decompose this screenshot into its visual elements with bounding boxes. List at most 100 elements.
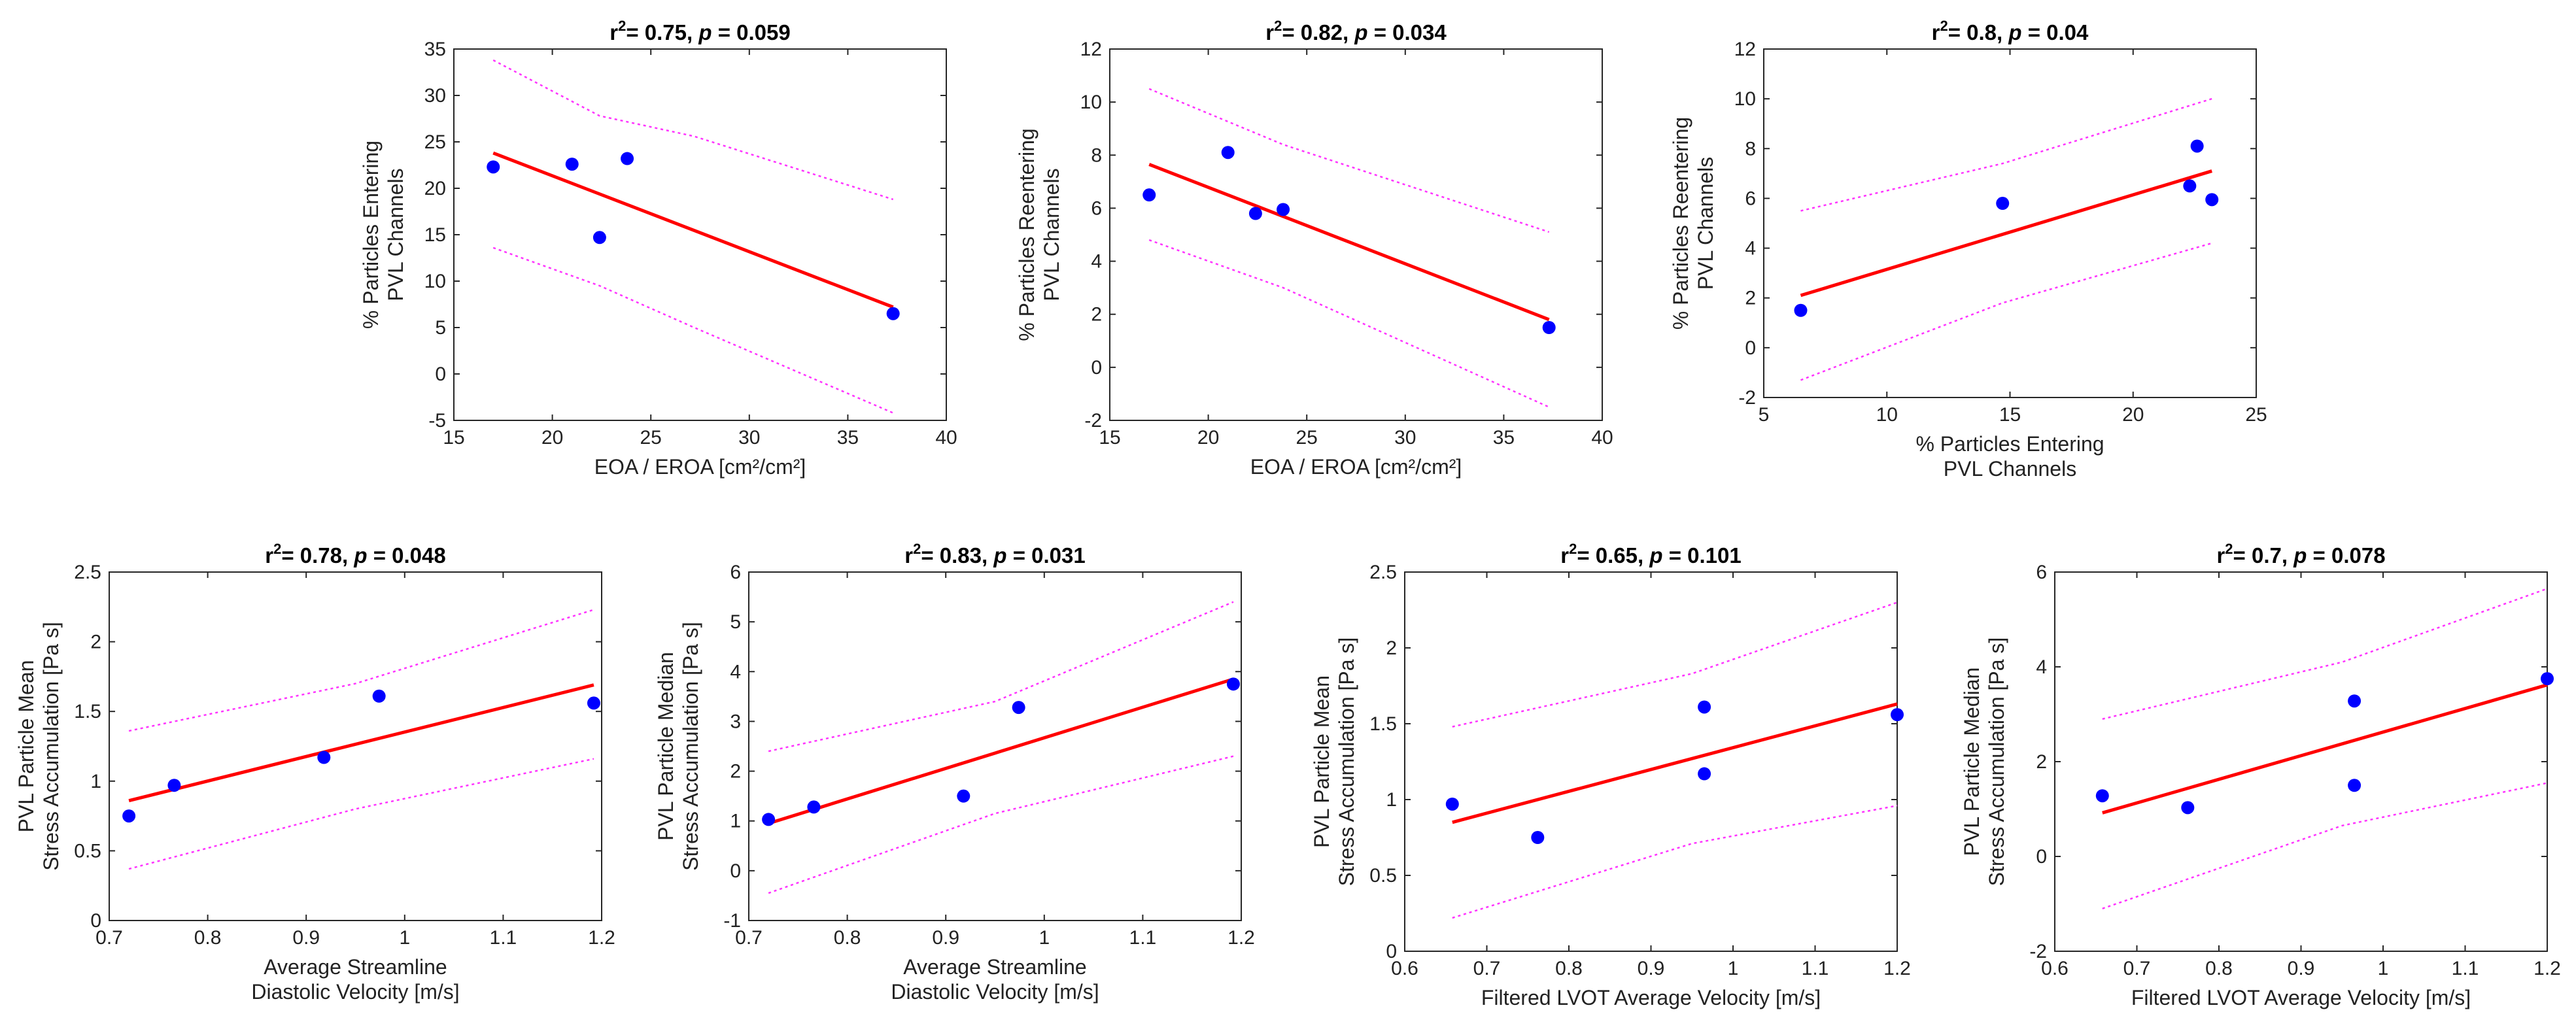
- regression-line: [492, 151, 894, 309]
- title-r2-value: = 0.83,: [921, 543, 993, 567]
- y-tick-label: 2.5: [74, 562, 101, 583]
- data-point: [1248, 207, 1262, 220]
- title-r2-value: = 0.7,: [2233, 543, 2294, 567]
- data-point: [1226, 677, 1240, 691]
- y-tick-label: 0: [1386, 941, 1397, 962]
- y-tick-label: 12: [1734, 39, 1756, 60]
- x-axis-label: % Particles Entering: [1915, 432, 2104, 456]
- title-p-value: = 0.059: [712, 20, 791, 44]
- title-superscript: 2: [1274, 18, 1282, 34]
- title-r-symbol: r: [904, 543, 913, 567]
- y-tick-label: 0: [2036, 846, 2047, 868]
- plot-frame: [1763, 48, 2257, 398]
- data-point: [2348, 779, 2361, 792]
- title-r-symbol: r: [610, 20, 618, 44]
- data-point: [807, 800, 821, 814]
- y-axis-label: Stress Accumulation [Pa s]: [679, 622, 702, 871]
- y-tick-label: 8: [1091, 144, 1102, 166]
- data-point: [1542, 321, 1556, 334]
- x-tick-label: 35: [1493, 427, 1515, 448]
- y-axis-label: Stress Accumulation [Pa s]: [39, 622, 63, 871]
- data-point: [487, 160, 500, 174]
- y-tick-label: 2: [90, 632, 101, 653]
- confidence-upper-line: [1452, 601, 1898, 728]
- y-tick-label: 10: [1734, 88, 1756, 110]
- y-tick-label: -2: [1084, 410, 1102, 431]
- title-r2-value: = 0.75,: [626, 20, 698, 44]
- x-tick-label: 35: [837, 427, 859, 448]
- y-tick-label: 2: [730, 761, 741, 783]
- y-tick-label: 30: [424, 85, 446, 107]
- data-point: [1221, 146, 1235, 160]
- title-p-symbol: p: [2008, 20, 2021, 44]
- chart-1: r2= 0.75, p = 0.059 15 20 25 30 35 40 -5 0 5 10 15 2…: [359, 18, 957, 479]
- plot-frame: [453, 48, 947, 421]
- y-tick-label: 2.5: [1369, 562, 1397, 583]
- title-superscript: 2: [2225, 541, 2233, 557]
- y-tick-label: 1: [1386, 789, 1397, 811]
- regression-line: [128, 683, 594, 803]
- y-tick-label: 15: [424, 224, 446, 246]
- title-r-symbol: r: [265, 543, 273, 567]
- x-tick-label: 1: [1728, 958, 1739, 979]
- y-tick-label: -2: [2029, 941, 2047, 962]
- title-p-value: = 0.04: [2022, 20, 2089, 44]
- chart-title: r2= 0.65, p = 0.101: [1560, 541, 1741, 567]
- x-tick-label: 1: [2378, 958, 2389, 979]
- y-axis-label: % Particles Reentering: [1669, 117, 1692, 330]
- x-tick-label: 1.1: [1129, 927, 1157, 949]
- x-tick-label: 1.1: [1802, 958, 1829, 979]
- x-tick-label: 0.7: [735, 927, 763, 949]
- data-point: [122, 809, 136, 823]
- data-point: [587, 696, 600, 710]
- y-tick-label: -5: [428, 410, 446, 431]
- x-tick-label: 20: [541, 427, 563, 448]
- data-point: [1794, 303, 1808, 317]
- confidence-upper-line: [128, 609, 594, 732]
- chart-title: r2= 0.78, p = 0.048: [265, 541, 445, 567]
- plot-frame: [748, 571, 1242, 921]
- x-tick-label: 0.6: [2041, 958, 2069, 979]
- y-axis-label: PVL Particle Median: [654, 652, 678, 841]
- y-axis-label: PVL Particle Mean: [1310, 675, 1333, 848]
- data-point: [1142, 188, 1156, 202]
- y-tick-label: -1: [723, 910, 741, 932]
- x-tick-label: 20: [2122, 404, 2144, 426]
- data-point: [317, 751, 331, 764]
- title-superscript: 2: [1569, 541, 1577, 557]
- chart-title: r2= 0.7, p = 0.078: [2216, 541, 2385, 567]
- y-tick-label: 6: [2036, 562, 2047, 583]
- y-tick-label: 0: [730, 860, 741, 882]
- y-tick-label: 6: [1745, 188, 1756, 209]
- y-tick-label: 6: [1091, 197, 1102, 219]
- x-tick-label: 15: [443, 427, 464, 448]
- x-axis-label: Diastolic Velocity [m/s]: [891, 980, 1099, 1004]
- confidence-lower-line: [2102, 782, 2548, 909]
- x-tick-label: 30: [1394, 427, 1416, 448]
- title-superscript: 2: [273, 541, 281, 557]
- y-tick-label: -2: [1738, 387, 1756, 409]
- data-point: [372, 689, 386, 703]
- y-tick-label: 5: [435, 317, 446, 339]
- x-tick-label: 0.6: [1391, 958, 1418, 979]
- data-point: [621, 152, 634, 165]
- title-r2-value: = 0.82,: [1282, 20, 1354, 44]
- confidence-upper-line: [492, 59, 894, 201]
- confidence-lower-line: [128, 758, 594, 870]
- data-point: [2183, 179, 2197, 193]
- y-tick-label: 1: [730, 811, 741, 832]
- x-axis-label: Filtered LVOT Average Velocity [m/s]: [2131, 986, 2471, 1009]
- title-p-symbol: p: [353, 543, 367, 567]
- y-tick-label: 20: [424, 178, 446, 199]
- title-p-symbol: p: [1354, 20, 1367, 44]
- title-p-symbol: p: [993, 543, 1006, 567]
- x-tick-label: 1.2: [1883, 958, 1911, 979]
- y-tick-label: 0.5: [74, 840, 101, 862]
- y-axis-label: PVL Channels: [1040, 168, 1063, 301]
- y-tick-label: 10: [424, 271, 446, 292]
- x-tick-label: 1.2: [1228, 927, 1255, 949]
- y-tick-label: 5: [730, 611, 741, 633]
- y-tick-label: 0: [1091, 357, 1102, 379]
